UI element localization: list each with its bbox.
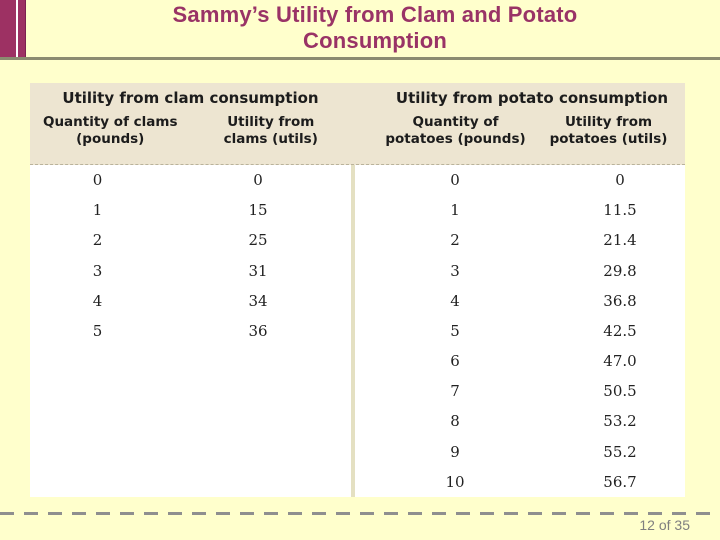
potato-header-group: Utility from potato consumption Quantity… [351, 83, 685, 164]
table-body: 0 0 1 15 2 25 3 31 4 34 [30, 165, 685, 497]
potato-utility-cell: 56.7 [603, 472, 637, 491]
potato-utility-cell: 42.5 [603, 321, 637, 340]
potato-quantity-cell: 9 [450, 442, 460, 461]
utility-table: Utility from clam consumption Quantity o… [30, 83, 685, 497]
potato-utility-cell: 55.2 [603, 442, 637, 461]
footer-dashed-line [0, 512, 720, 515]
title-accent-bar [0, 0, 26, 57]
clam-header-group: Utility from clam consumption Quantity o… [30, 83, 351, 164]
table-row: 6 47.0 [355, 346, 685, 376]
table-row: 5 36 [30, 316, 351, 346]
table-center-divider [351, 165, 355, 497]
clam-utility-cell: 15 [248, 201, 268, 220]
clam-utility-column-header: Utility from clams (utils) [223, 114, 318, 147]
potato-utility-cell: 0 [615, 171, 625, 190]
potato-quantity-cell: 6 [450, 352, 460, 371]
potato-column-headers: Quantity of potatoes (pounds) Utility fr… [351, 114, 685, 148]
potato-utility-column-header: Utility from potatoes (utils) [549, 114, 668, 147]
potato-quantity-cell: 2 [450, 231, 460, 250]
table-row: 7 50.5 [355, 376, 685, 406]
table-row: 5 42.5 [355, 316, 685, 346]
clam-quantity-cell: 5 [92, 321, 103, 340]
potato-utility-cell: 53.2 [603, 412, 637, 431]
potato-quantity-cell: 3 [450, 261, 460, 280]
accent-bar-stripe [16, 0, 18, 57]
table-row: 0 0 [355, 165, 685, 195]
clam-utility-cell: 0 [253, 171, 263, 190]
table-row: 3 31 [30, 256, 351, 286]
potato-utility-cell: 36.8 [603, 291, 637, 310]
clam-quantity-cell: 4 [92, 291, 103, 310]
clam-group-header: Utility from clam consumption [62, 89, 319, 107]
table-row: 4 34 [30, 286, 351, 316]
clam-column-headers: Quantity of clams (pounds) Utility from … [30, 114, 351, 148]
clam-utility-cell: 34 [248, 291, 268, 310]
clam-quantity-cell: 3 [92, 261, 103, 280]
potato-quantity-cell: 0 [450, 171, 460, 190]
potato-utility-cell: 29.8 [603, 261, 637, 280]
potato-utility-cell: 21.4 [603, 231, 637, 250]
table-row: 2 25 [30, 225, 351, 255]
clam-utility-cell: 25 [248, 231, 268, 250]
clam-utility-cell: 31 [248, 261, 268, 280]
table-row: 0 0 [30, 165, 351, 195]
table-row: 4 36.8 [355, 286, 685, 316]
potato-utility-cell: 47.0 [603, 352, 637, 371]
slide-title: Sammy’s Utility from Clam and Potato Con… [172, 2, 578, 53]
potato-rows: 0 0 1 11.5 2 21.4 3 29.8 4 36.8 [355, 165, 685, 497]
potato-quantity-cell: 8 [450, 412, 460, 431]
clam-quantity-cell: 0 [92, 171, 103, 190]
table-row: 9 55.2 [355, 437, 685, 467]
clam-rows: 0 0 1 15 2 25 3 31 4 34 [30, 165, 351, 346]
clam-quantity-cell: 2 [92, 231, 103, 250]
potato-group-header: Utility from potato consumption [395, 89, 669, 107]
potato-utility-cell: 50.5 [603, 382, 637, 401]
clam-utility-cell: 36 [248, 321, 268, 340]
potato-quantity-cell: 1 [450, 201, 460, 220]
title-divider-line [0, 57, 720, 60]
table-row: 8 53.2 [355, 406, 685, 436]
potato-utility-cell: 11.5 [603, 201, 637, 220]
table-row: 2 21.4 [355, 225, 685, 255]
potato-quantity-cell: 7 [450, 382, 460, 401]
potato-quantity-column-header: Quantity of potatoes (pounds) [385, 114, 526, 147]
table-row: 1 15 [30, 195, 351, 225]
potato-quantity-cell: 10 [445, 472, 465, 491]
potato-quantity-cell: 4 [450, 291, 460, 310]
clam-quantity-column-header: Quantity of clams (pounds) [42, 114, 178, 147]
potato-quantity-cell: 5 [450, 321, 460, 340]
page-number: 12 of 35 [639, 517, 690, 533]
table-row: 10 56.7 [355, 467, 685, 497]
table-header: Utility from clam consumption Quantity o… [30, 83, 685, 165]
clam-quantity-cell: 1 [92, 201, 103, 220]
table-row: 1 11.5 [355, 195, 685, 225]
table-row: 3 29.8 [355, 256, 685, 286]
